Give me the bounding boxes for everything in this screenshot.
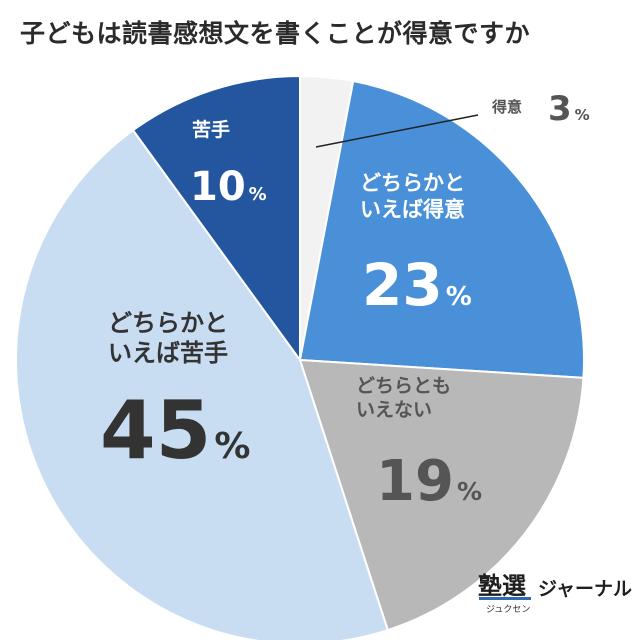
slice-label: 苦手 [192, 118, 230, 141]
slice-label: 得意 [491, 98, 522, 116]
logo-text: ジャーナル [538, 578, 633, 600]
pie-slice [15, 128, 390, 640]
slice-value: 10% [190, 164, 267, 210]
logo-kana: ジュクセン [486, 605, 531, 615]
slice-label: どちらかといえば苦手 [108, 309, 228, 367]
slice-value: 3% [548, 89, 590, 129]
pie-slice [298, 79, 585, 379]
logo-kanji: 塾選 [478, 571, 526, 600]
slice-value: 45% [100, 384, 250, 477]
slice-label: どちらともいえない [356, 375, 451, 421]
leader-line [315, 114, 479, 148]
brand-logo: 塾選 ジュクセン ジャーナル [478, 566, 632, 624]
pie-slice [298, 358, 585, 632]
logo-underline [479, 597, 531, 600]
slice-value: 19% [376, 449, 482, 514]
slice-value: 23% [362, 251, 472, 319]
slice-label: どちらかといえば得意 [360, 171, 465, 221]
pie-slice [131, 74, 301, 364]
chart-title: 子どもは読書感想文を書くことが得意ですか [20, 19, 531, 48]
